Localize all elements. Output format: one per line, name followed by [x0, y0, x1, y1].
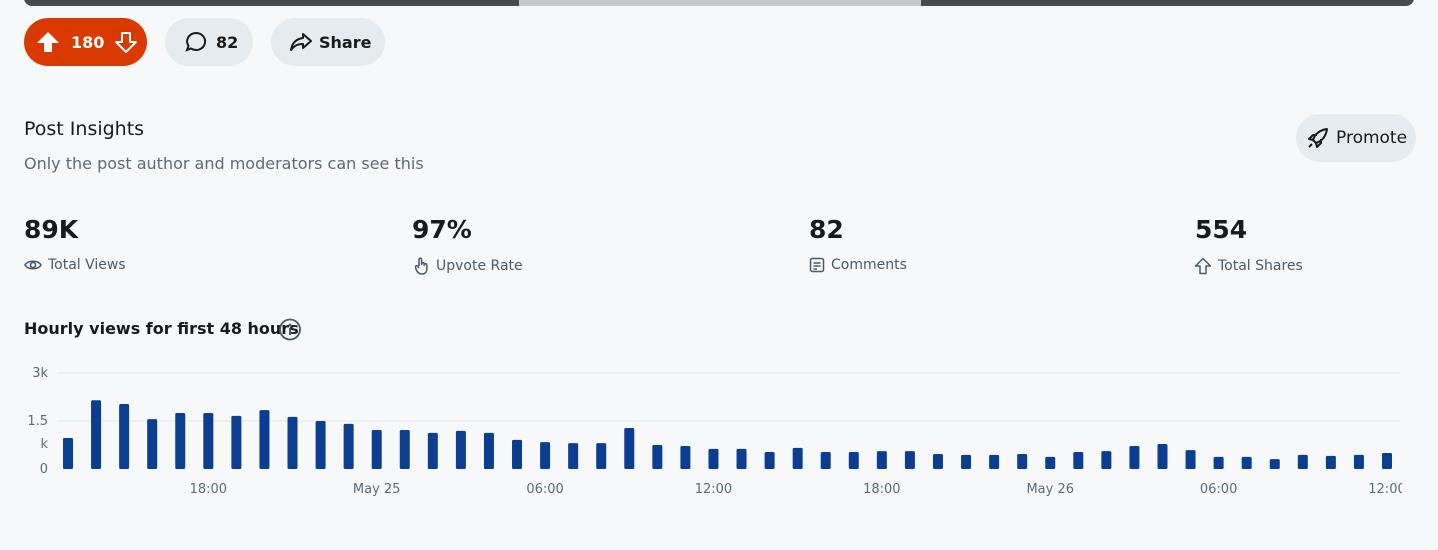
bar [371, 429, 382, 469]
share-up-icon [1194, 257, 1212, 275]
comments-button[interactable]: 82 [165, 18, 253, 66]
x-tick-label: 12:00 [1368, 482, 1402, 497]
bar [764, 452, 775, 469]
bar [961, 454, 972, 469]
x-tick-label: May 25 [353, 482, 401, 497]
y-tick-label: 0 [39, 461, 48, 477]
video-scrubber[interactable] [0, 0, 1438, 8]
stat-label: Comments [809, 257, 907, 273]
comment-count: 82 [216, 32, 239, 52]
share-icon [290, 33, 312, 51]
bar [231, 415, 242, 469]
bar [1269, 459, 1280, 469]
bar [399, 429, 410, 469]
bar [568, 443, 579, 469]
stat-label-text: Total Shares [1218, 258, 1303, 274]
stat-label: Total Shares [1194, 257, 1303, 275]
bar [483, 432, 494, 469]
bar [259, 410, 270, 469]
stat-label-text: Upvote Rate [436, 258, 523, 274]
bar [624, 428, 635, 469]
chart-title: Hourly views for first 48 hours [24, 319, 299, 338]
insights-subtitle: Only the post author and moderators can … [24, 154, 424, 173]
bar [119, 404, 130, 469]
x-tick-label: 18:00 [863, 482, 900, 497]
bar [1353, 454, 1364, 469]
bar [1241, 456, 1252, 469]
bar [989, 454, 1000, 469]
vote-button[interactable]: 180 [24, 18, 147, 66]
bar [652, 445, 663, 469]
bar [736, 448, 747, 469]
bar [820, 452, 831, 469]
share-button[interactable]: Share [271, 18, 385, 66]
bar [315, 421, 326, 469]
bar [1129, 445, 1140, 469]
insights-title: Post Insights [24, 118, 145, 140]
bar [1213, 456, 1224, 469]
bar [427, 432, 438, 469]
bar [1073, 452, 1084, 469]
stat-label: Total Views [24, 257, 126, 273]
bar [1045, 456, 1056, 469]
x-tick-label: 18:00 [190, 482, 227, 497]
bar [63, 437, 73, 469]
chart: 18:00 May 25 06:00 12:00 18:00 May 26 06:00 12:… [57, 372, 1402, 497]
bar [512, 439, 523, 469]
stat-value: 97% [412, 215, 472, 244]
stat-value: 554 [1195, 215, 1248, 244]
bar [680, 445, 691, 469]
downvote-icon[interactable] [114, 30, 138, 54]
bar [91, 400, 102, 469]
stat-label: Upvote Rate [414, 257, 523, 275]
score: 180 [71, 32, 105, 52]
bar [904, 451, 915, 469]
bar [792, 447, 803, 469]
bar [1325, 455, 1336, 469]
stat-value: 89K [24, 215, 79, 244]
info-icon[interactable] [278, 318, 302, 342]
bar [455, 430, 466, 469]
y-tick-label: 3k [32, 365, 48, 381]
promote-button[interactable]: Promote [1296, 114, 1416, 162]
eye-icon [24, 260, 42, 270]
bar [203, 413, 214, 469]
x-tick-label: 06:00 [526, 482, 563, 497]
bar [343, 423, 354, 469]
bar [876, 451, 887, 469]
comment-icon [185, 31, 207, 52]
bar [1297, 454, 1308, 469]
bar [1382, 453, 1392, 469]
x-tick-label: 06:00 [1200, 482, 1237, 497]
stat-label-text: Comments [831, 257, 907, 273]
x-tick-label: May 26 [1026, 482, 1074, 497]
bar [708, 448, 719, 469]
upvote-icon[interactable] [36, 30, 60, 54]
comments-icon [809, 257, 825, 273]
bar [1101, 451, 1112, 469]
hand-icon [414, 257, 428, 275]
share-label: Share [319, 32, 372, 52]
bar [175, 413, 186, 469]
bar [596, 443, 607, 469]
y-tick-label: 1.5k [27, 413, 48, 452]
bar [932, 453, 943, 469]
bar [1185, 450, 1196, 469]
stat-value: 82 [809, 215, 844, 244]
bar [147, 419, 158, 469]
stat-label-text: Total Views [48, 257, 126, 273]
promote-label: Promote [1336, 128, 1408, 148]
bar [1017, 453, 1028, 469]
bar [1157, 444, 1168, 469]
bar [848, 452, 859, 469]
x-tick-label: 12:00 [695, 482, 732, 497]
bar [287, 416, 298, 469]
bar [540, 442, 551, 469]
rocket-icon [1308, 128, 1328, 148]
